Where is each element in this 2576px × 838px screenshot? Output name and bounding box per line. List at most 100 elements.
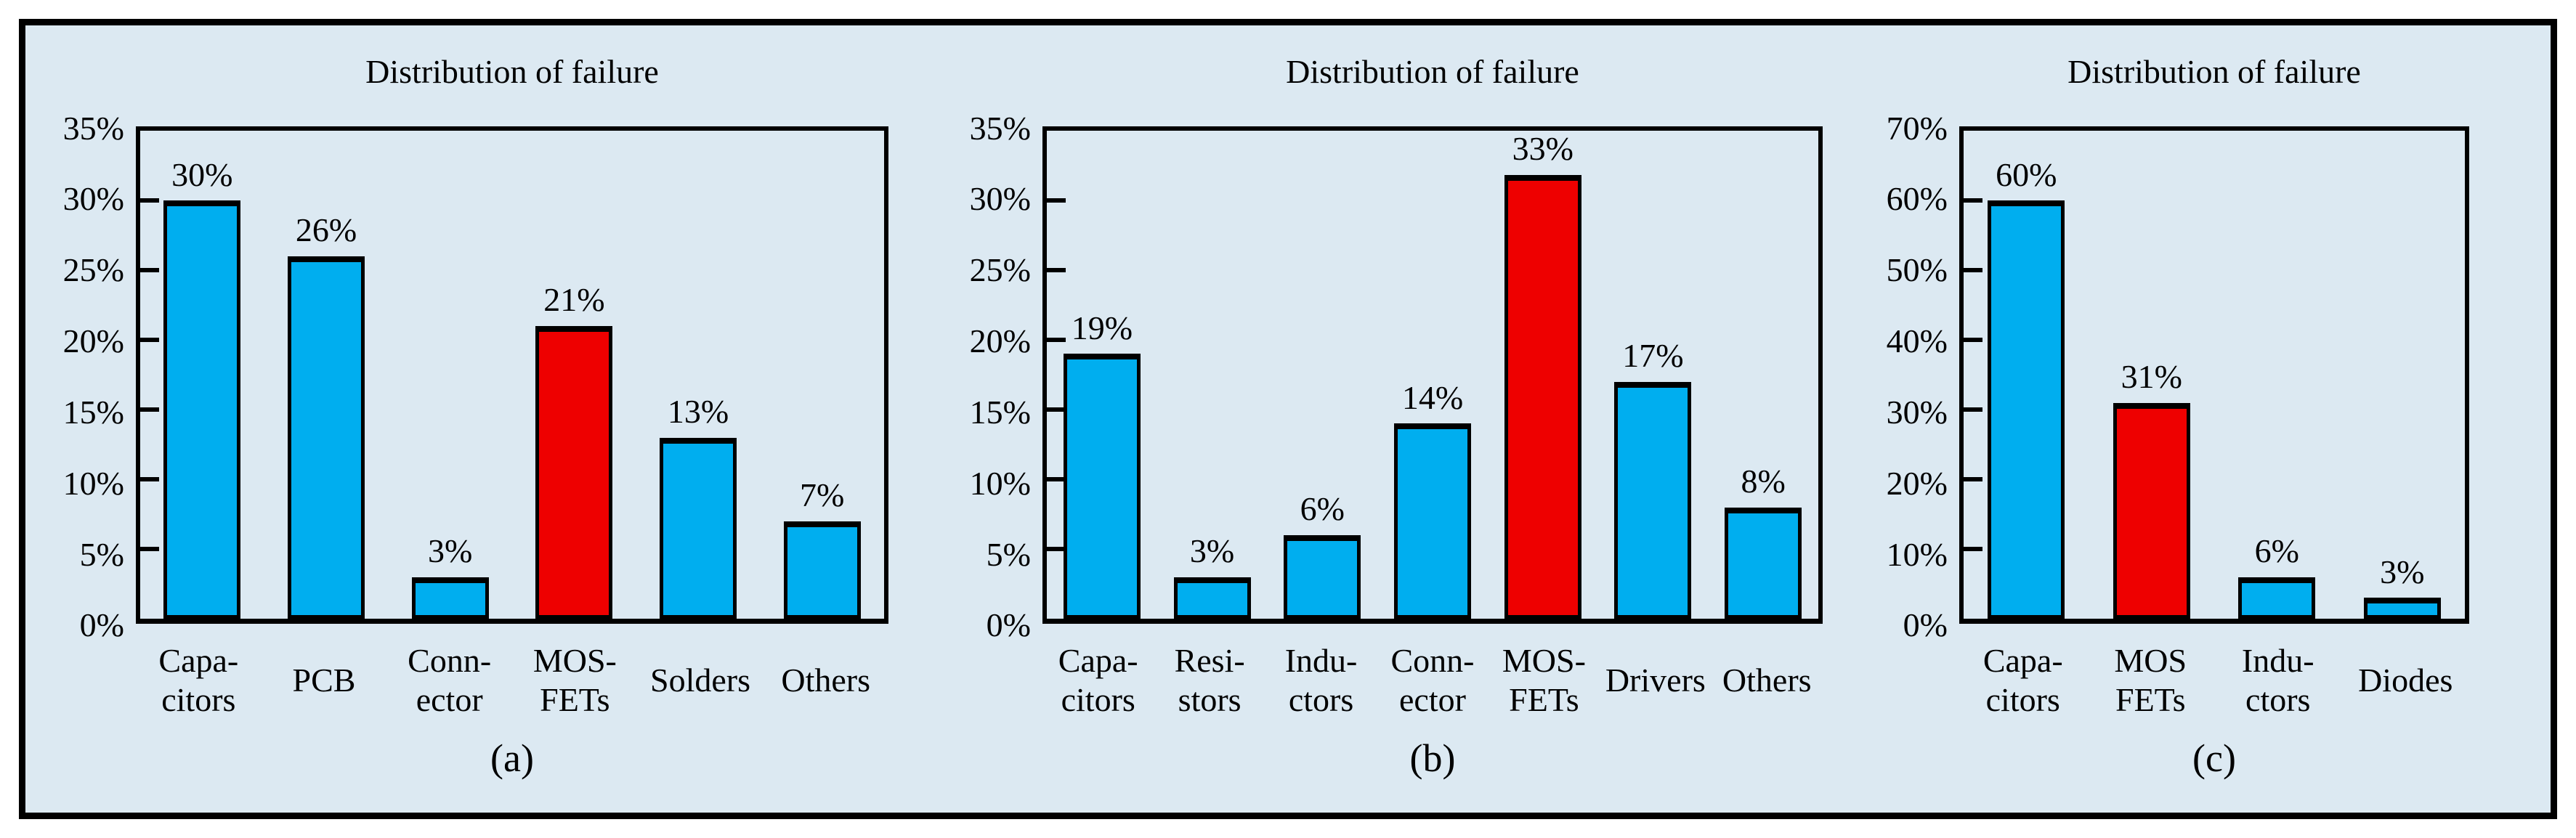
y-axis-tick: [1964, 407, 1982, 412]
bar-slot: 21%: [512, 131, 636, 619]
y-axis-label: 30%: [1886, 393, 1948, 431]
y-axis: 0% 5% 10% 15% 20% 25% 30% 35%: [25, 111, 136, 642]
category-label-diodes: Diodes: [2358, 662, 2453, 699]
y-axis-tick: [140, 407, 159, 412]
category-label-drivers: Drivers: [1605, 662, 1706, 699]
category-label-others: Others: [1722, 662, 1812, 699]
y-axis-label: 60%: [1886, 180, 1948, 218]
y-axis-tick: [1964, 338, 1982, 343]
bar-slot: 17%: [1598, 131, 1709, 619]
y-axis-label: 25%: [62, 251, 124, 289]
category-label-resi-stors: Resi- stors: [1174, 641, 1245, 719]
y-axis: 0% 10% 20% 30% 40% 50% 60% 70%: [1834, 111, 1959, 642]
bar-slot: 3%: [1157, 131, 1268, 619]
bar-value-label: 19%: [1071, 309, 1133, 346]
y-axis-label: 30%: [62, 180, 124, 218]
bar-slot: 3%: [2340, 131, 2466, 619]
chart-panel-c: Distribution of failure 0% 10% 20% 30% 40% 50…: [1834, 25, 2551, 813]
y-axis-tick: [140, 198, 159, 203]
y-axis-label: 20%: [62, 322, 124, 360]
bar-value-label: 26%: [295, 211, 357, 249]
category-label-mos-fets: MOS- FETs: [1502, 641, 1586, 719]
bar-capa-citors: [1988, 200, 2065, 619]
category-label-indu-ctors: Indu- ctors: [1284, 641, 1358, 719]
y-axis-label: 10%: [969, 464, 1031, 502]
panel-letter: (c): [2192, 736, 2236, 781]
y-axis-label: 40%: [1886, 322, 1948, 360]
bar-slot: 6%: [1267, 131, 1377, 619]
y-axis-tick: [1964, 198, 1982, 203]
bar-slot: 13%: [636, 131, 761, 619]
y-axis-label: 0%: [986, 606, 1031, 644]
bar-slot: 8%: [1708, 131, 1818, 619]
y-axis-tick: [1047, 268, 1066, 273]
chart-title: Distribution of failure: [1286, 53, 1579, 90]
y-axis-label: 25%: [969, 251, 1031, 289]
bar-value-label: 60%: [1996, 155, 2057, 193]
y-axis-label: 20%: [969, 322, 1031, 360]
bar-solders: [660, 437, 737, 619]
bar-slot: 14%: [1377, 131, 1488, 619]
chart-title: Distribution of failure: [2067, 53, 2361, 90]
y-axis-label: 15%: [62, 393, 124, 431]
category-label-capa-citors: Capa- citors: [158, 641, 239, 719]
category-label-capa-citors: Capa- citors: [1982, 641, 2063, 719]
y-axis-tick: [1964, 547, 1982, 552]
y-axis-label: 20%: [1886, 464, 1948, 502]
y-axis-tick: [1047, 547, 1066, 552]
y-axis-tick: [140, 547, 159, 552]
bar-mos-fets: [1504, 174, 1581, 619]
bar-slot: 7%: [760, 131, 884, 619]
category-axis: Capa- citors MOS FETs Indu- ctors Diodes: [1959, 634, 2469, 727]
plot-area: 19% 3% 6% 14% 33% 17% 8%: [1042, 126, 1823, 625]
chart-body: 0% 5% 10% 15% 20% 25% 30% 35% 19% 3% 6% 14% 33% 17% 8…: [912, 111, 1834, 642]
bar-indu-ctors: [2238, 577, 2316, 619]
chart-title: Distribution of failure: [365, 53, 659, 90]
category-axis: Capa- citors Resi- stors Indu- ctors Conn- …: [1042, 634, 1823, 727]
bar-slot: 30%: [140, 131, 264, 619]
category-label-mos-fets: MOS- FETs: [532, 641, 617, 719]
y-axis-label: 10%: [1886, 535, 1948, 573]
bar-conn-ector: [411, 577, 489, 619]
y-axis-label: 0%: [1903, 606, 1948, 644]
bar-value-label: 6%: [2254, 532, 2299, 569]
panel-letter: (b): [1409, 736, 1456, 781]
bar-pcb: [288, 256, 365, 619]
bar-value-label: 14%: [1401, 378, 1464, 416]
bar-others: [783, 521, 861, 619]
bar-mos-fets: [535, 326, 613, 619]
bar-slot: 3%: [388, 131, 512, 619]
y-axis-tick: [1047, 338, 1066, 343]
bar-value-label: 13%: [667, 393, 729, 430]
y-axis-label: 70%: [1886, 109, 1948, 147]
y-axis-tick: [1047, 477, 1066, 482]
category-axis: Capa- citors PCB Conn- ector MOS- FETs Solde…: [136, 634, 888, 727]
y-axis-label: 15%: [969, 393, 1031, 431]
y-axis-tick: [140, 477, 159, 482]
chart-panel-b: Distribution of failure 0% 5% 10% 15% 20% 25%…: [912, 25, 1834, 813]
bar-resi-stors: [1173, 577, 1251, 619]
figure-frame: Distribution of failure 0% 5% 10% 15% 20% 25%…: [19, 19, 2557, 819]
y-axis-label: 5%: [986, 535, 1031, 573]
category-label-capa-citors: Capa- citors: [1058, 641, 1138, 719]
y-axis-tick: [1047, 198, 1066, 203]
y-axis-tick: [1964, 477, 1982, 482]
bar-value-label: 8%: [1741, 463, 1786, 500]
y-axis-label: 0%: [79, 606, 124, 644]
bar-conn-ector: [1394, 423, 1472, 619]
bar-value-label: 7%: [800, 476, 845, 514]
category-label-conn-ector: Conn- ector: [1390, 641, 1475, 719]
bar-value-label: 3%: [2380, 553, 2425, 590]
bar-value-label: 3%: [1189, 532, 1235, 569]
y-axis-tick: [1964, 268, 1982, 273]
bar-slot: 6%: [2214, 131, 2340, 619]
y-axis: 0% 5% 10% 15% 20% 25% 30% 35%: [912, 111, 1042, 642]
bar-value-label: 17%: [1622, 337, 1684, 375]
bar-capa-citors: [163, 200, 241, 619]
bar-drivers: [1614, 381, 1692, 619]
chart-body: 0% 10% 20% 30% 40% 50% 60% 70% 60% 31% 6% 3%: [1834, 111, 2551, 642]
y-axis-tick: [1047, 407, 1066, 412]
y-axis-label: 35%: [62, 109, 124, 147]
bar-others: [1725, 507, 1802, 619]
